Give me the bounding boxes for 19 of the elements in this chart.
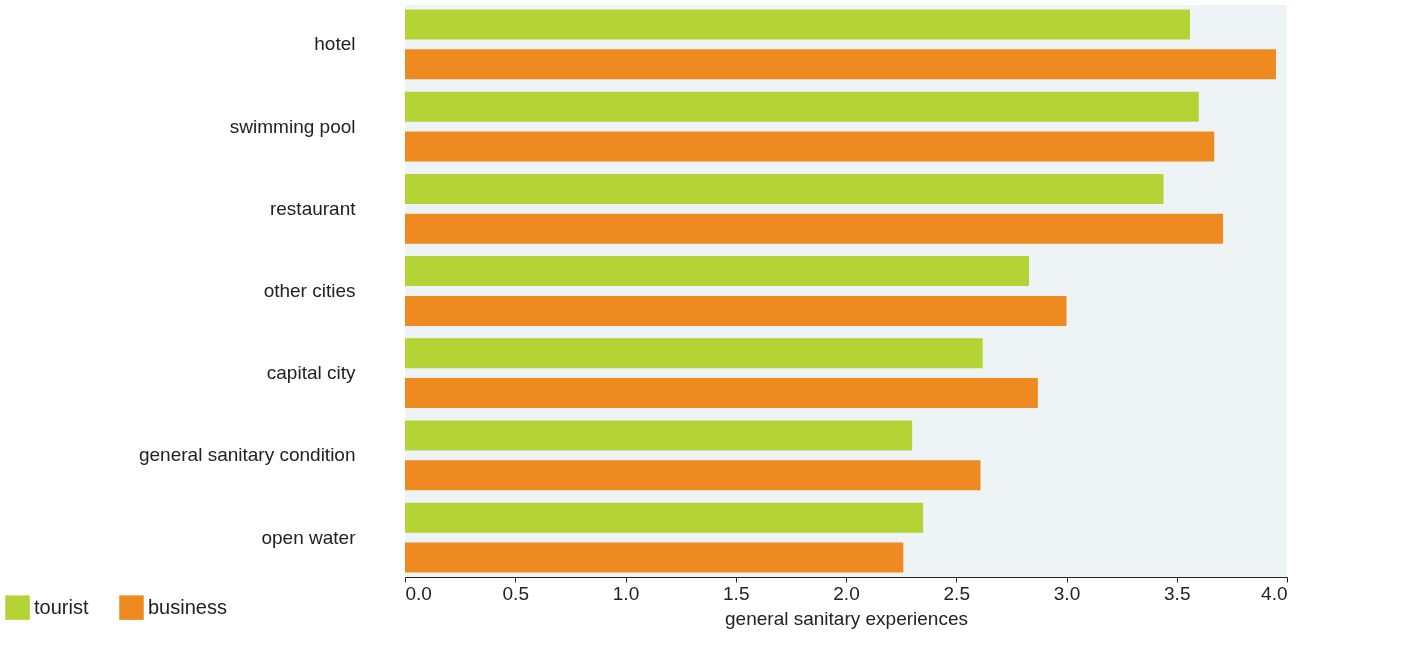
legend-label: tourist [34, 595, 89, 618]
x-tick-label: 3.0 [1053, 582, 1081, 604]
y-tick-label: open water [261, 526, 357, 548]
x-tick-label: 1.0 [612, 582, 640, 604]
y-tick-label: swimming pool [229, 115, 356, 137]
y-tick-label: restaurant [269, 197, 357, 219]
x-tick-label: 2.5 [943, 582, 970, 604]
legend-label: business [148, 595, 227, 618]
y-tick-label: hotel [314, 33, 356, 55]
x-tick-label: 4.0 [1261, 582, 1288, 604]
x-tick-label: 1.5 [723, 582, 750, 604]
x-tick-label: 2.0 [833, 582, 860, 604]
x-axis-title: general sanitary experiences [725, 607, 968, 629]
y-tick-label: capital city [266, 362, 356, 384]
x-tick-label: 0.0 [405, 582, 432, 604]
y-tick-label: general sanitary condition [138, 444, 356, 466]
x-tick-label: 3.5 [1164, 582, 1191, 604]
x-tick-label: 0.5 [502, 582, 529, 604]
y-tick-label: other cities [263, 280, 356, 301]
